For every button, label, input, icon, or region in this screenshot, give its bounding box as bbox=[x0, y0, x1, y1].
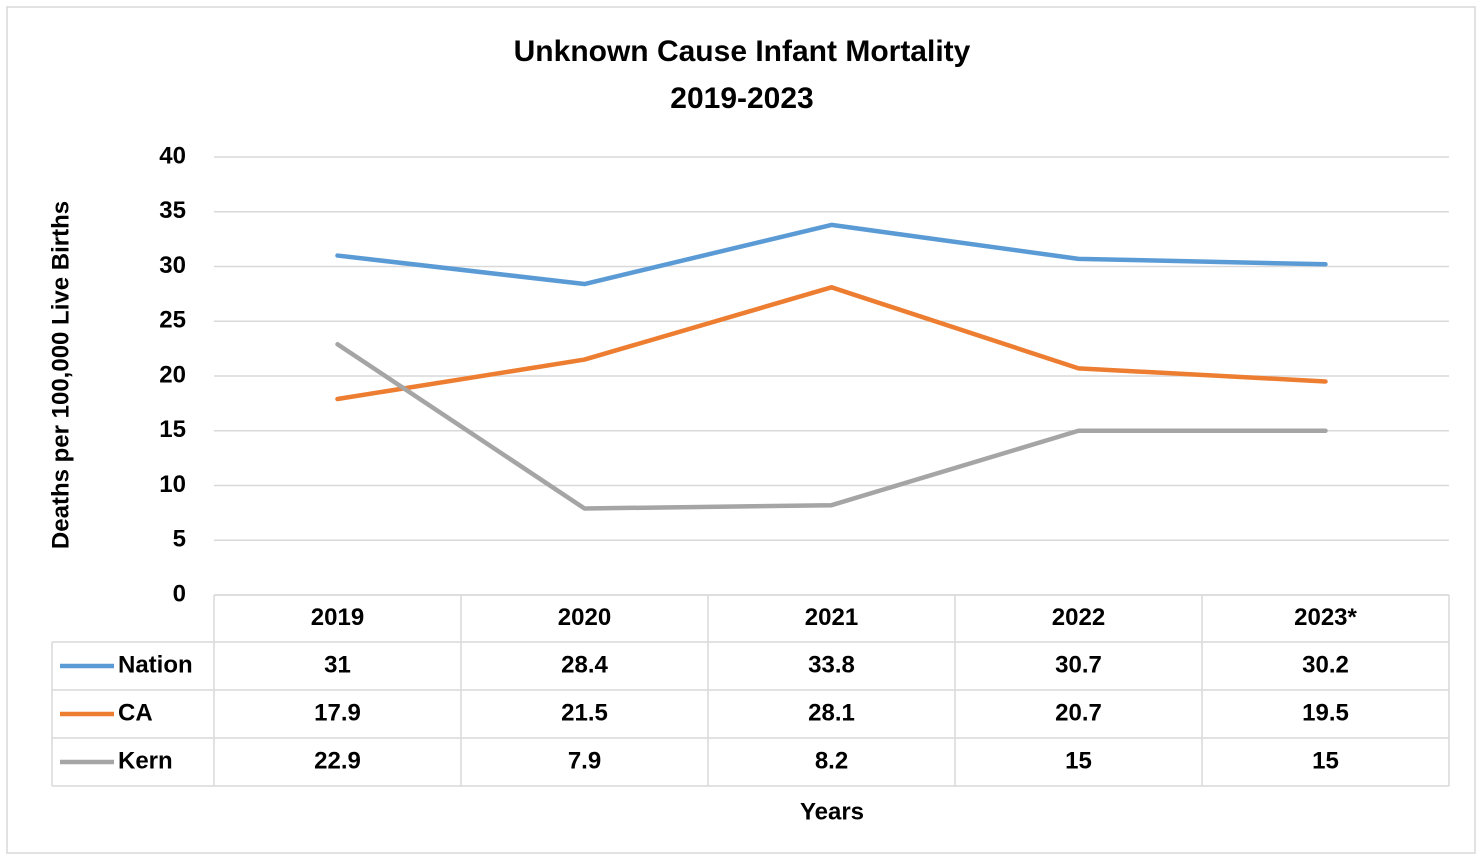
table-value: 15 bbox=[1065, 747, 1092, 774]
legend-label: Kern bbox=[118, 747, 173, 774]
table-value: 28.1 bbox=[808, 699, 855, 726]
table-value: 28.4 bbox=[561, 651, 608, 678]
legend-label: Nation bbox=[118, 651, 193, 678]
x-tick-label: 2020 bbox=[558, 604, 611, 631]
table-value: 33.8 bbox=[808, 651, 855, 678]
y-tick-label: 20 bbox=[159, 361, 186, 388]
y-tick-label: 25 bbox=[159, 307, 186, 334]
y-tick-label: 40 bbox=[159, 142, 186, 169]
x-tick-label: 2019 bbox=[311, 604, 364, 631]
y-tick-label: 35 bbox=[159, 197, 186, 224]
y-tick-label: 0 bbox=[173, 580, 186, 607]
table-value: 7.9 bbox=[568, 747, 601, 774]
table-value: 31 bbox=[324, 651, 351, 678]
table-value: 22.9 bbox=[314, 747, 361, 774]
y-tick-label: 10 bbox=[159, 471, 186, 498]
chart-title: Unknown Cause Infant Mortality bbox=[514, 35, 971, 68]
y-tick-label: 15 bbox=[159, 416, 186, 443]
y-axis-label: Deaths per 100,000 Live Births bbox=[47, 201, 74, 549]
table-value: 8.2 bbox=[815, 747, 848, 774]
table-value: 21.5 bbox=[561, 699, 608, 726]
x-tick-label: 2022 bbox=[1052, 604, 1105, 631]
table-value: 30.2 bbox=[1302, 651, 1349, 678]
table-value: 17.9 bbox=[314, 699, 361, 726]
series-line bbox=[335, 285, 1328, 402]
x-tick-label: 2023* bbox=[1294, 604, 1357, 631]
table-value: 15 bbox=[1312, 747, 1339, 774]
chart-subtitle: 2019-2023 bbox=[670, 82, 813, 115]
table-value: 20.7 bbox=[1055, 699, 1102, 726]
series-line bbox=[335, 341, 1328, 511]
table-value: 19.5 bbox=[1302, 699, 1349, 726]
y-tick-label: 30 bbox=[159, 252, 186, 279]
x-tick-label: 2021 bbox=[805, 604, 858, 631]
x-axis-label: Years bbox=[800, 798, 864, 825]
legend-label: CA bbox=[118, 699, 153, 726]
series-line bbox=[335, 222, 1328, 287]
table-value: 30.7 bbox=[1055, 651, 1102, 678]
y-tick-label: 5 bbox=[173, 526, 186, 553]
